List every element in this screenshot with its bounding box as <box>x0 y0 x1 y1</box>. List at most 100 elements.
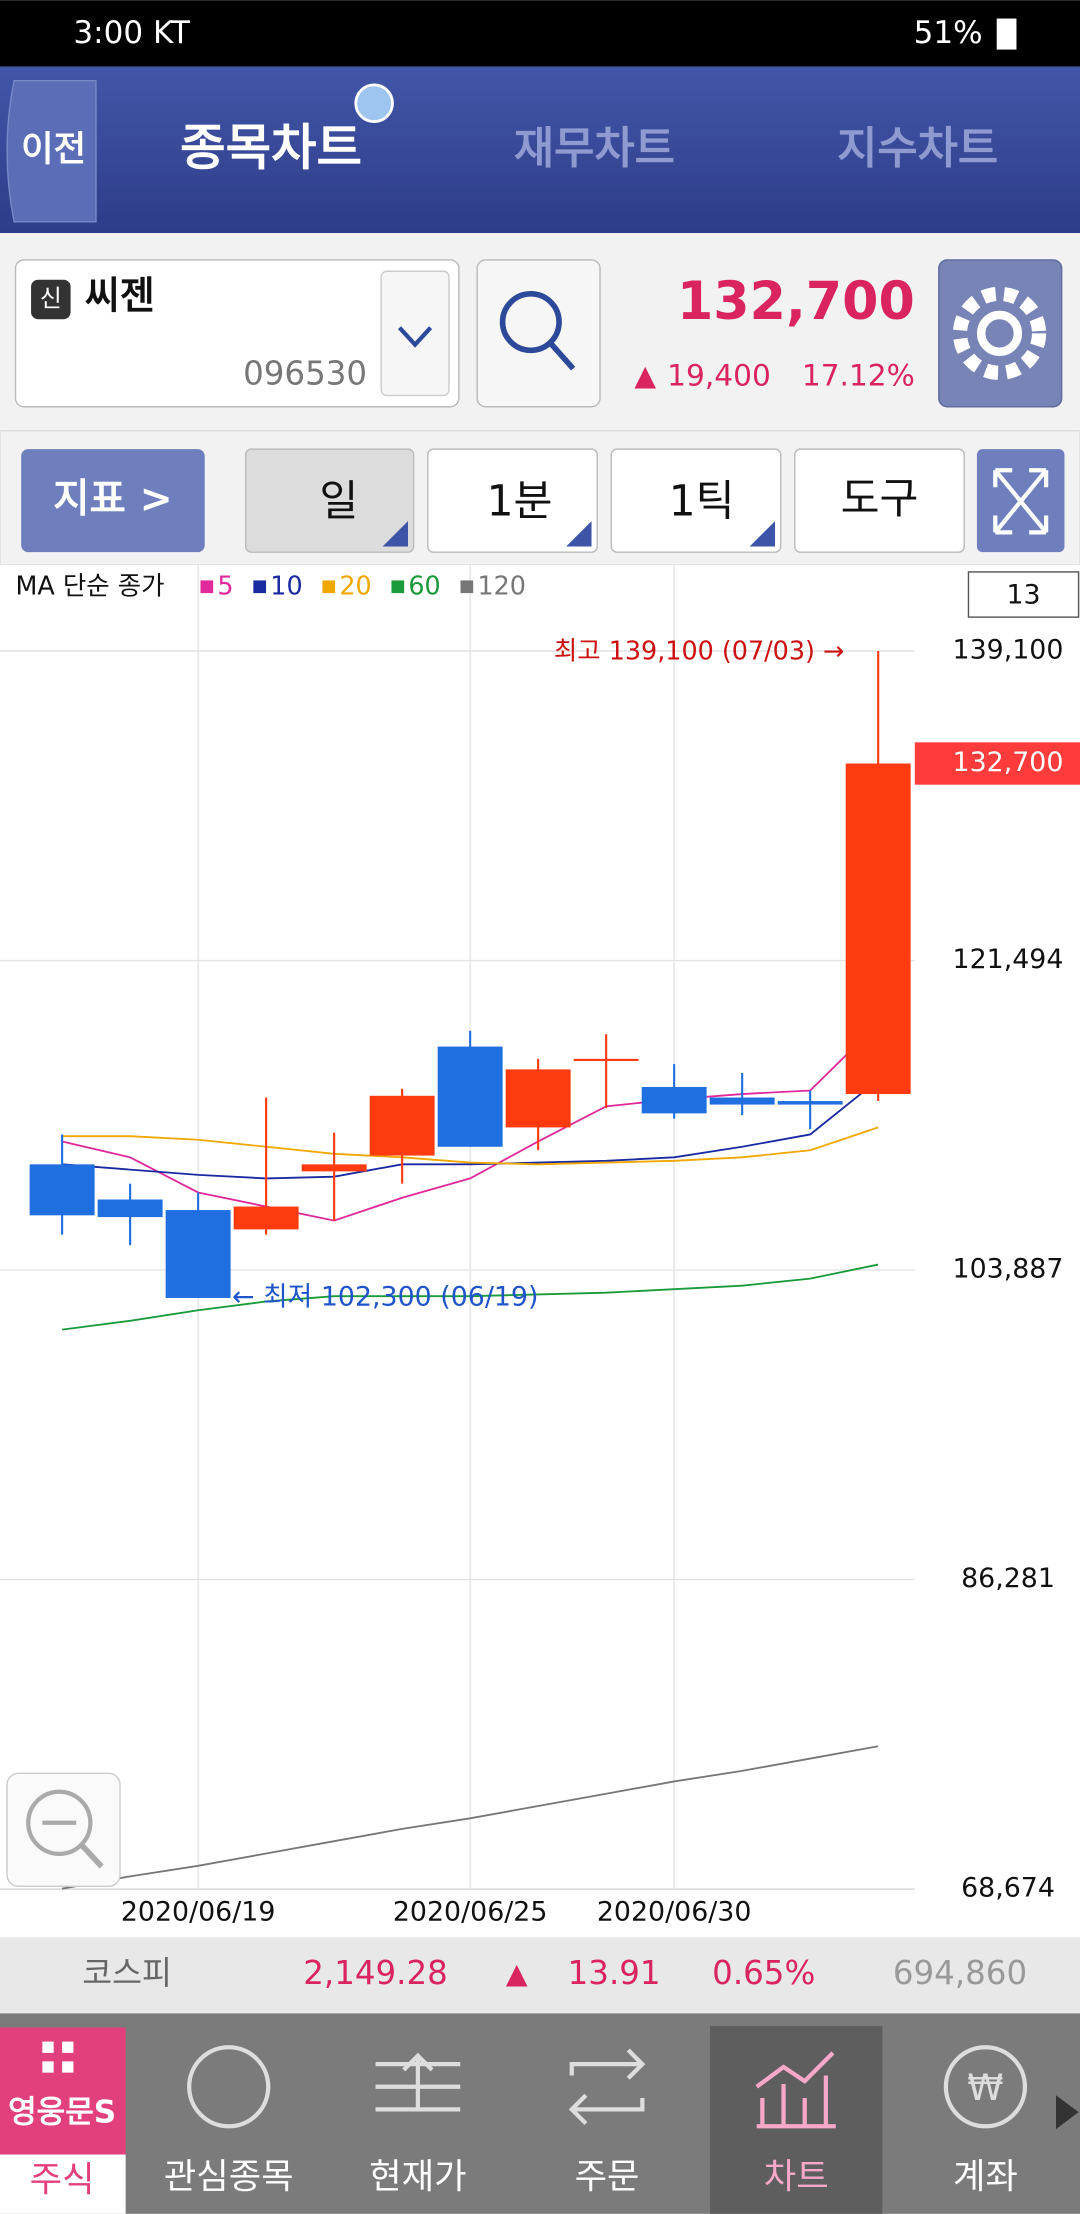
period-button[interactable] <box>244 448 415 553</box>
settings-button[interactable] <box>938 259 1063 408</box>
index-sign: ▲ <box>506 1957 528 1990</box>
corner <box>382 521 408 547</box>
ma-line <box>62 1263 879 1331</box>
nav-label[interactable]: 관심종목 <box>164 2157 294 2198</box>
index-value: 2,149.28 <box>303 1954 448 1992</box>
x-tick-label: 2020/06/30 <box>597 1897 752 1928</box>
gear-icon <box>952 286 1047 380</box>
chevron <box>397 326 433 348</box>
price-tag: 132,700 <box>953 747 1064 778</box>
count-box <box>967 571 1080 618</box>
nav-label[interactable]: 주문 <box>575 2157 640 2198</box>
candle-body <box>573 1058 639 1061</box>
ma-line <box>62 1079 879 1180</box>
candle-body <box>845 763 911 1095</box>
back-button[interactable] <box>6 79 97 223</box>
candle-body <box>641 1086 707 1114</box>
candle-body <box>97 1199 163 1218</box>
period-button[interactable] <box>427 448 598 553</box>
search-icon <box>548 341 576 371</box>
candle-body <box>709 1097 775 1105</box>
nav-active <box>710 2026 883 2214</box>
legend-swatch <box>391 580 405 594</box>
period-label[interactable]: 1분 <box>487 477 553 526</box>
tab-active[interactable]: 종목차트 <box>180 119 362 177</box>
corner <box>566 521 592 547</box>
nav-icon <box>755 2051 836 2129</box>
ma-line <box>62 1126 879 1166</box>
visible-count: 13 <box>1006 579 1040 610</box>
nav-icon <box>187 2045 271 2129</box>
status-bar <box>0 0 1080 67</box>
candle-body <box>165 1210 231 1298</box>
logo-dot <box>42 2041 54 2053</box>
y-tick-label: 139,100 <box>953 635 1064 666</box>
expand-icon <box>993 468 1049 535</box>
header <box>0 66 1080 234</box>
stock-code: 096530 <box>243 355 367 393</box>
candle-body <box>233 1206 299 1230</box>
nav-icon: ₩ <box>967 2066 1003 2109</box>
legend-swatch <box>460 580 474 594</box>
indicator-button[interactable] <box>21 449 205 553</box>
legend-label: 60 <box>408 570 440 600</box>
nav-label[interactable]: 차트 <box>764 2157 829 2198</box>
legend-title: MA 단순 종가 <box>16 570 165 600</box>
low-annotation: ← 최저 102,300 (06/19) <box>232 1281 538 1312</box>
legend-label: 20 <box>339 570 371 600</box>
period-label[interactable]: 1틱 <box>669 477 735 526</box>
legend-swatch <box>322 580 336 594</box>
legend-label: 120 <box>477 570 526 600</box>
back-label[interactable]: 이전 <box>21 129 86 170</box>
logo: 영웅문S <box>8 2095 116 2131</box>
nav-icon <box>568 2048 646 2125</box>
y-tick-label: 86,281 <box>961 1563 1055 1594</box>
index-bar <box>0 1937 1080 2014</box>
legend-label: 5 <box>217 570 233 600</box>
ma-line <box>61 1745 879 1890</box>
nav-active-label-bg <box>0 2154 126 2214</box>
dropdown[interactable] <box>380 270 450 397</box>
candle-body <box>437 1046 503 1147</box>
period-label[interactable]: 일 <box>319 477 358 526</box>
index-change: 13.91 <box>568 1954 661 1992</box>
chart: 139,100 121,494 103,887 86,281 68,674 2020/06… <box>0 564 1080 1928</box>
indicator-label[interactable]: 지표 > <box>53 476 173 522</box>
candle-body <box>29 1164 95 1216</box>
nav-more[interactable] <box>1056 2095 1079 2130</box>
battery-icon <box>996 18 1017 50</box>
zoom-icon <box>26 1789 93 1856</box>
nav-label[interactable]: 계좌 <box>953 2157 1018 2198</box>
period-button[interactable] <box>610 448 782 553</box>
change-rate: 17.12% <box>802 358 915 393</box>
tab[interactable]: 재무차트 <box>514 123 675 174</box>
nav-label[interactable]: 현재가 <box>369 2157 466 2198</box>
y-tick-label: 68,674 <box>961 1873 1055 1904</box>
candle-body <box>505 1069 571 1128</box>
x-tick-label: 2020/06/19 <box>121 1897 276 1928</box>
tool-label[interactable]: 도구 <box>841 474 919 523</box>
nav-label[interactable]: 주식 <box>30 2159 95 2200</box>
index-volume: 694,860 <box>893 1954 1027 1992</box>
tool-button[interactable] <box>794 448 965 553</box>
change: 19,400 <box>667 358 771 393</box>
index-rate: 0.65% <box>712 1954 815 1992</box>
logo-dot <box>62 2061 74 2073</box>
y-tick-label: 103,887 <box>953 1254 1064 1285</box>
search-button[interactable] <box>476 259 601 408</box>
corner <box>749 521 776 547</box>
tab[interactable]: 지수차트 <box>837 123 998 174</box>
high-annotation: 최고 139,100 (07/03) → <box>554 635 844 665</box>
battery: 51% <box>914 15 983 51</box>
status-time: 3:00 KT <box>73 15 191 51</box>
candle-body <box>777 1101 843 1105</box>
zoom-icon <box>79 1843 104 1869</box>
logo-dot <box>42 2061 54 2073</box>
stock-box[interactable] <box>14 259 460 408</box>
tab-badge <box>354 83 394 123</box>
legend-label: 10 <box>270 570 302 600</box>
legend-swatch <box>253 580 267 594</box>
price-tag-box <box>914 742 1080 785</box>
logo-dot <box>62 2041 74 2053</box>
